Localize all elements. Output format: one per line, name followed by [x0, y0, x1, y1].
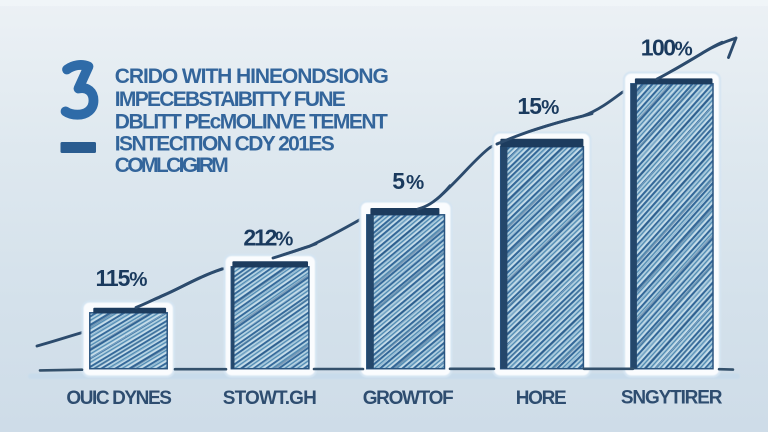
svg-text:IMPECEBSTAIBITTY FUNE: IMPECEBSTAIBITTY FUNE	[115, 88, 346, 111]
svg-text:OUIC DYNES: OUIC DYNES	[66, 388, 171, 409]
svg-text:STOWT.GH: STOWT.GH	[223, 388, 317, 409]
svg-text:115%: 115%	[96, 265, 148, 291]
svg-text:CRIDO WITH HINEONDSIONG: CRIDO WITH HINEONDSIONG	[115, 65, 389, 88]
svg-text:DBLITT PEcMOLINVE TEMENT: DBLITT PEcMOLINVE TEMENT	[115, 110, 388, 133]
svg-text:212%: 212%	[243, 225, 293, 251]
svg-text:15%: 15%	[517, 93, 559, 119]
svg-text:SNGYTIRER: SNGYTIRER	[621, 388, 723, 409]
svg-text:COMLCIGIRM: COMLCIGIRM	[115, 154, 229, 177]
svg-text:5%: 5%	[392, 168, 424, 194]
svg-text:HORE: HORE	[516, 388, 567, 409]
svg-text:100%: 100%	[641, 35, 693, 61]
svg-text:GROWTOF: GROWTOF	[363, 388, 454, 409]
svg-text:ISNTECITION CDY 201ES: ISNTECITION CDY 201ES	[115, 133, 335, 156]
